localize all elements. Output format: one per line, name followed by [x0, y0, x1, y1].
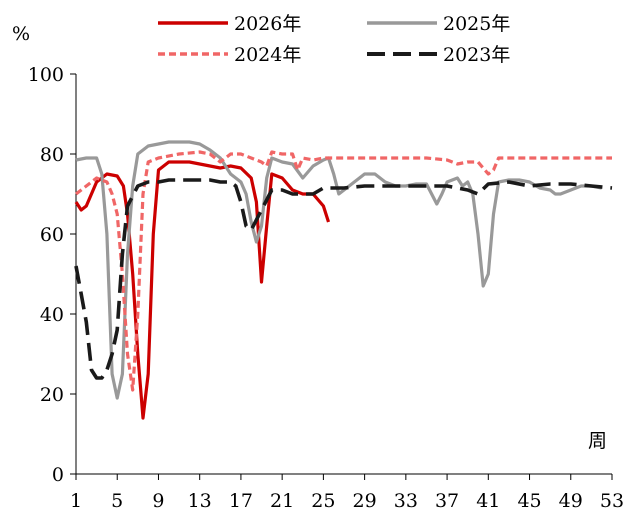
y-axis-unit-label: %	[12, 23, 30, 45]
y-tick-label: 0	[52, 464, 64, 486]
axes: 0 20 40 60 80 100 1 5 9 13 17 21 25 29 33 37 41 45 49 53	[28, 64, 624, 512]
y-tick-label: 20	[40, 384, 64, 406]
legend-label-2025: 2025年	[443, 13, 510, 35]
x-tick-label: 9	[152, 490, 164, 512]
series-line-2025	[75, 140, 603, 400]
x-tick-label: 53	[600, 490, 624, 512]
series-group	[74, 140, 613, 420]
x-tick-label: 1	[70, 490, 82, 512]
x-tick-label: 37	[435, 490, 459, 512]
y-tick-label: 40	[40, 304, 64, 326]
x-tick-label: 49	[559, 490, 583, 512]
series-line-2024	[75, 150, 612, 392]
x-tick-label: 5	[111, 490, 123, 512]
y-tick-label: 100	[28, 64, 64, 86]
legend-label-2024: 2024年	[234, 44, 301, 66]
x-tick-label: 13	[188, 490, 212, 512]
x-axis-unit-label: 周	[588, 430, 607, 452]
x-tick-label: 33	[394, 490, 418, 512]
x-tick-label: 41	[476, 490, 500, 512]
series-line-2026	[74, 160, 331, 420]
x-tick-label: 17	[229, 490, 253, 512]
legend: 2026年 2025年 2024年 2023年	[158, 13, 510, 66]
y-tick-label: 60	[40, 224, 64, 246]
x-tick-label: 21	[270, 490, 294, 512]
x-tick-label: 25	[311, 490, 335, 512]
x-tick-label: 45	[517, 490, 541, 512]
y-ticks: 0 20 40 60 80 100	[28, 64, 76, 486]
x-ticks: 1 5 9 13 17 21 25 29 33 37 41 45 49 53	[70, 474, 624, 512]
legend-label-2026: 2026年	[234, 13, 301, 35]
x-tick-label: 29	[353, 490, 377, 512]
y-tick-label: 80	[40, 144, 64, 166]
legend-label-2023: 2023年	[443, 44, 510, 66]
series-line-2023	[74, 178, 613, 380]
